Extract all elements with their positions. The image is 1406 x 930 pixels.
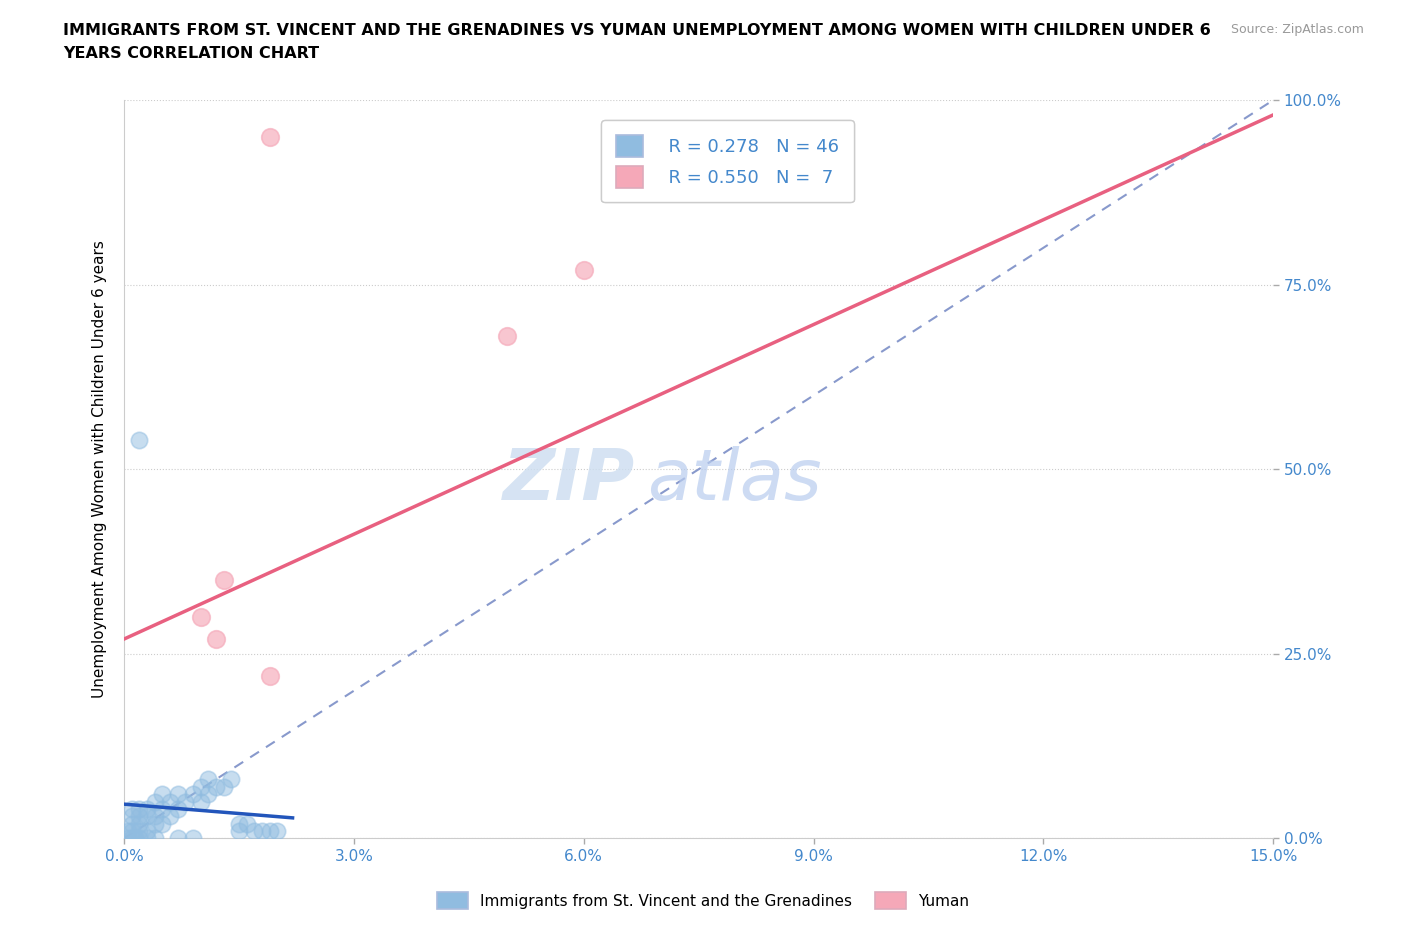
- Legend:   R = 0.278   N = 46,   R = 0.550   N =  7: R = 0.278 N = 46, R = 0.550 N = 7: [602, 120, 853, 202]
- Point: [136, 831, 159, 846]
- Point: [143, 817, 166, 831]
- Point: [205, 779, 228, 794]
- Point: [212, 573, 235, 588]
- Legend: Immigrants from St. Vincent and the Grenadines, Yuman: Immigrants from St. Vincent and the Gren…: [432, 886, 974, 915]
- Point: [117, 831, 139, 846]
- Point: [121, 809, 143, 824]
- Point: [136, 809, 159, 824]
- Point: [250, 824, 273, 839]
- Point: [117, 824, 139, 839]
- Text: atlas: atlas: [647, 445, 821, 515]
- Point: [136, 824, 159, 839]
- Point: [205, 631, 228, 646]
- Point: [150, 787, 173, 802]
- Point: [128, 831, 150, 846]
- Point: [121, 831, 143, 846]
- Text: Source: ZipAtlas.com: Source: ZipAtlas.com: [1230, 23, 1364, 36]
- Point: [190, 794, 212, 809]
- Point: [128, 809, 150, 824]
- Point: [259, 669, 281, 684]
- Point: [181, 787, 204, 802]
- Point: [496, 329, 519, 344]
- Point: [143, 809, 166, 824]
- Point: [190, 609, 212, 624]
- Point: [219, 772, 242, 787]
- Point: [121, 802, 143, 817]
- Point: [143, 831, 166, 846]
- Point: [197, 787, 219, 802]
- Point: [121, 817, 143, 831]
- Point: [150, 817, 173, 831]
- Text: IMMIGRANTS FROM ST. VINCENT AND THE GRENADINES VS YUMAN UNEMPLOYMENT AMONG WOMEN: IMMIGRANTS FROM ST. VINCENT AND THE GREN…: [63, 23, 1211, 38]
- Point: [143, 794, 166, 809]
- Point: [266, 824, 288, 839]
- Point: [197, 772, 219, 787]
- Point: [128, 432, 150, 447]
- Point: [150, 802, 173, 817]
- Text: YEARS CORRELATION CHART: YEARS CORRELATION CHART: [63, 46, 319, 61]
- Point: [181, 831, 204, 846]
- Y-axis label: Unemployment Among Women with Children Under 6 years: Unemployment Among Women with Children U…: [93, 240, 107, 698]
- Point: [166, 831, 188, 846]
- Point: [159, 794, 181, 809]
- Point: [212, 779, 235, 794]
- Point: [128, 817, 150, 831]
- Point: [190, 779, 212, 794]
- Point: [124, 831, 146, 846]
- Point: [128, 824, 150, 839]
- Point: [166, 802, 188, 817]
- Point: [572, 262, 595, 277]
- Point: [128, 802, 150, 817]
- Point: [174, 794, 197, 809]
- Point: [259, 129, 281, 144]
- Point: [121, 824, 143, 839]
- Point: [166, 787, 188, 802]
- Point: [228, 817, 250, 831]
- Point: [243, 824, 266, 839]
- Point: [136, 802, 159, 817]
- Point: [235, 817, 257, 831]
- Point: [228, 824, 250, 839]
- Point: [159, 809, 181, 824]
- Point: [259, 824, 281, 839]
- Text: ZIP: ZIP: [503, 445, 636, 515]
